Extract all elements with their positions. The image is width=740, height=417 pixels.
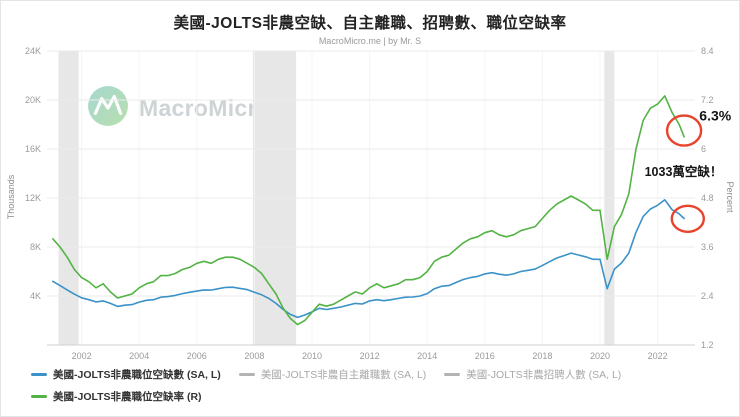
legend-item-openings-rate[interactable]: 美國-JOLTS非農職位空缺率 (R)	[31, 389, 202, 404]
annotation-circle	[665, 114, 703, 147]
x-tick-label: 2018	[532, 351, 552, 361]
annotation-label: 6.3%	[699, 107, 731, 123]
left-tick-label: 20K	[25, 95, 41, 105]
legend-dash-icon	[31, 395, 47, 398]
right-tick-label: 7.2	[701, 95, 714, 105]
right-tick-label: 1.2	[701, 340, 714, 350]
annotation-label: 1033萬空缺！	[645, 164, 723, 179]
annotation-circle	[670, 204, 705, 234]
x-tick-label: 2014	[417, 351, 437, 361]
chart-subtitle: MacroMicro.me | by Mr. S	[318, 36, 422, 46]
right-tick-label: 6	[701, 144, 706, 154]
left-tick-label: 8K	[30, 242, 41, 252]
x-tick-label: 2022	[648, 351, 668, 361]
left-axis-title: Thousands	[6, 174, 16, 220]
legend-item-hires[interactable]: 美國-JOLTS非農招聘人數 (SA, L)	[444, 367, 621, 382]
legend-item-job-openings[interactable]: 美國-JOLTS非農職位空缺數 (SA, L)	[31, 367, 221, 382]
x-tick-label: 2012	[360, 351, 380, 361]
x-tick-label: 2004	[129, 351, 149, 361]
x-tick-label: 2016	[475, 351, 495, 361]
legend-label: 美國-JOLTS非農職位空缺率 (R)	[53, 391, 202, 403]
left-tick-label: 24K	[25, 46, 41, 56]
series-line-job-openings	[51, 199, 685, 319]
left-tick-label: 16K	[25, 144, 41, 154]
left-tick-label: 4K	[30, 291, 41, 301]
left-tick-label: 12K	[25, 193, 41, 203]
legend-dash-icon	[31, 373, 47, 376]
legend-dash-icon	[444, 373, 461, 376]
right-tick-label: 2.4	[701, 291, 714, 301]
legend-row-2: 美國-JOLTS非農職位空缺率 (R)	[31, 389, 731, 404]
series-line-openings-rate	[51, 95, 685, 326]
x-tick-label: 2010	[302, 351, 322, 361]
x-tick-label: 2008	[244, 351, 264, 361]
legend-label: 美國-JOLTS非農招聘人數 (SA, L)	[466, 369, 622, 381]
x-tick-label: 2020	[590, 351, 610, 361]
legend-item-quits[interactable]: 美國-JOLTS非農自主離職數 (SA, L)	[238, 367, 427, 382]
right-tick-label: 4.8	[701, 193, 714, 203]
legend-row-1: 美國-JOLTS非農職位空缺數 (SA, L) 美國-JOLTS非農自主離職數 …	[31, 367, 731, 382]
legend-label: 美國-JOLTS非農職位空缺數 (SA, L)	[53, 369, 221, 381]
right-tick-label: 8.4	[701, 46, 714, 56]
x-tick-label: 2006	[187, 351, 207, 361]
page-title: 美國-JOLTS非農空缺、自主離職、招聘數、職位空缺率	[173, 15, 567, 32]
x-tick-label: 2002	[72, 351, 92, 361]
right-tick-label: 3.6	[701, 242, 714, 252]
legend-dash-icon	[238, 373, 255, 376]
legend-label: 美國-JOLTS非農自主離職數 (SA, L)	[260, 369, 427, 381]
legend: 美國-JOLTS非農職位空缺數 (SA, L) 美國-JOLTS非農自主離職數 …	[31, 367, 731, 411]
jolts-line-chart[interactable]: 2002 2004 2006 2008 2010 2012 2014 2016 2018 2020…	[1, 45, 740, 369]
right-axis-title: Percent	[725, 181, 735, 213]
